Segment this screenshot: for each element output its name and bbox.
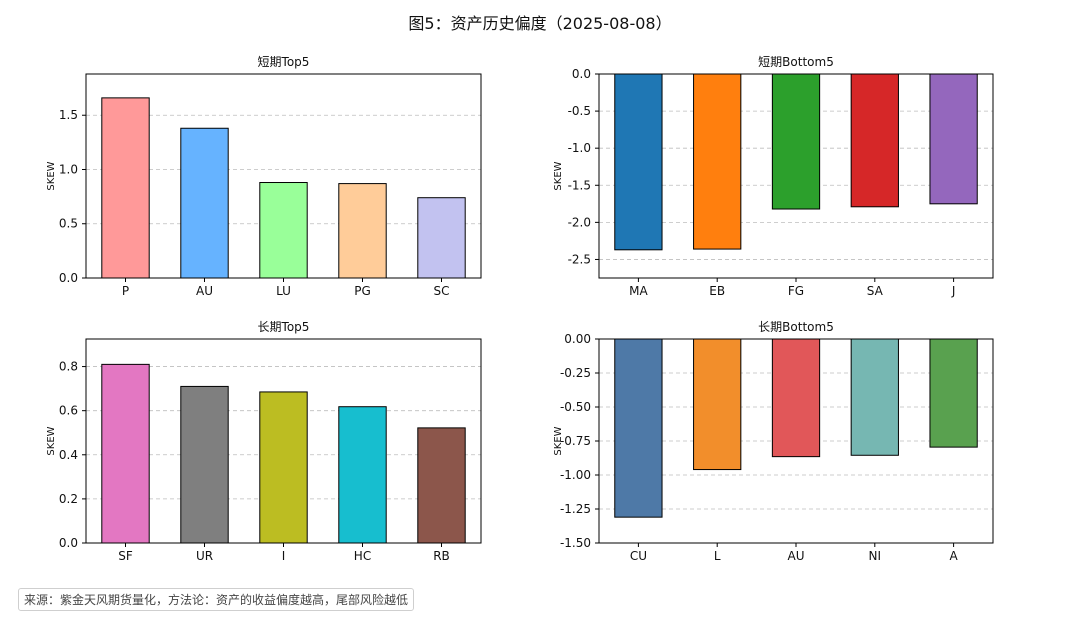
y-tick-label: 0.8: [59, 360, 78, 374]
x-tick-label: SF: [118, 549, 133, 563]
y-tick-label: -1.5: [568, 178, 591, 192]
x-tick-label: LU: [276, 284, 291, 298]
y-tick-label: -1.00: [560, 468, 591, 482]
x-tick-label: L: [714, 549, 721, 563]
y-tick-label: 0.0: [572, 67, 591, 81]
plot-frame: [598, 338, 994, 544]
bar: [771, 338, 821, 458]
y-tick-label: 0.4: [59, 448, 78, 462]
x-tick-label: I: [282, 549, 286, 563]
bar: [417, 427, 466, 544]
y-axis-label: SKEW: [553, 426, 564, 455]
bar: [850, 338, 899, 456]
plot-frame: [598, 73, 994, 279]
bar: [259, 391, 308, 544]
subplot-title: 短期Top5: [258, 55, 310, 69]
x-tick-label: UR: [196, 549, 213, 563]
y-tick-label: -2.5: [568, 252, 591, 266]
bar: [338, 183, 387, 279]
bar: [101, 363, 150, 544]
bar: [771, 73, 821, 210]
x-tick-label: SA: [867, 284, 884, 298]
y-tick-label: -2.0: [568, 215, 591, 229]
y-axis-label: SKEW: [46, 426, 57, 455]
y-tick-label: 1.0: [59, 162, 78, 176]
x-tick-label: MA: [629, 284, 648, 298]
x-tick-label: NI: [869, 549, 882, 563]
bar: [338, 406, 387, 544]
plot-frame: [85, 73, 482, 279]
y-tick-label: -1.25: [560, 502, 591, 516]
x-tick-label: P: [122, 284, 129, 298]
subplot-title: 短期Bottom5: [758, 55, 834, 69]
x-tick-label: RB: [433, 549, 450, 563]
y-tick-label: -0.25: [560, 366, 591, 380]
plot-frame: [85, 338, 482, 544]
y-tick-label: 0.00: [564, 332, 591, 346]
subplot-3: 0.0 0.2 0.4 0.6 0.8 SF UR I HC RB 长期Top5 SKEW: [46, 320, 482, 563]
y-tick-label: 0.6: [59, 404, 78, 418]
bar: [101, 97, 150, 279]
bar: [417, 197, 466, 279]
x-tick-label: EB: [709, 284, 725, 298]
y-tick-label: -1.50: [560, 536, 591, 550]
y-tick-label: -0.5: [568, 104, 591, 118]
y-tick-label: 0.5: [59, 217, 78, 231]
subplot-2: 0.0 -0.5 -1.0 -1.5 -2.0 -2.5 MA EB FG SA J 短期Bottom…: [553, 55, 994, 298]
y-tick-label: -0.50: [560, 400, 591, 414]
bar: [929, 73, 978, 205]
y-tick-label: -1.0: [568, 141, 591, 155]
y-axis-label: SKEW: [553, 161, 564, 190]
y-tick-label: 1.5: [59, 108, 78, 122]
bar: [614, 338, 663, 518]
bar: [259, 182, 308, 279]
subplot-title: 长期Bottom5: [758, 320, 834, 334]
bar: [693, 73, 742, 250]
x-tick-label: AU: [788, 549, 805, 563]
bar: [614, 73, 663, 251]
x-tick-label: HC: [354, 549, 371, 563]
x-tick-label: CU: [630, 549, 647, 563]
y-axis-label: SKEW: [46, 161, 57, 190]
x-tick-label: A: [949, 549, 958, 563]
x-tick-label: J: [951, 284, 956, 298]
x-tick-label: FG: [788, 284, 804, 298]
source-note: 来源：紫金天风期货量化，方法论：资产的收益偏度越高，尾部风险越低: [18, 588, 415, 611]
y-tick-label: -0.75: [560, 434, 591, 448]
bar: [850, 73, 899, 208]
subplot-4: 0.00 -0.25 -0.50 -0.75 -1.00 -1.25 -1.50 CU L AU N…: [553, 320, 994, 563]
bar: [180, 127, 229, 279]
bar: [929, 338, 978, 448]
bar: [180, 385, 229, 544]
y-tick-label: 0.2: [59, 492, 78, 506]
x-tick-label: AU: [196, 284, 213, 298]
figure-title: 图5：资产历史偏度（2025-08-08）: [408, 14, 672, 33]
y-tick-label: 0.0: [59, 271, 78, 285]
x-tick-label: SC: [434, 284, 450, 298]
x-tick-label: PG: [354, 284, 371, 298]
bar: [693, 338, 742, 471]
y-tick-label: 0.0: [59, 536, 78, 550]
subplot-title: 长期Top5: [258, 320, 310, 334]
subplot-1: 0.0 0.5 1.0 1.5 P AU LU PG SC 短期Top5 SKEW: [46, 55, 482, 298]
